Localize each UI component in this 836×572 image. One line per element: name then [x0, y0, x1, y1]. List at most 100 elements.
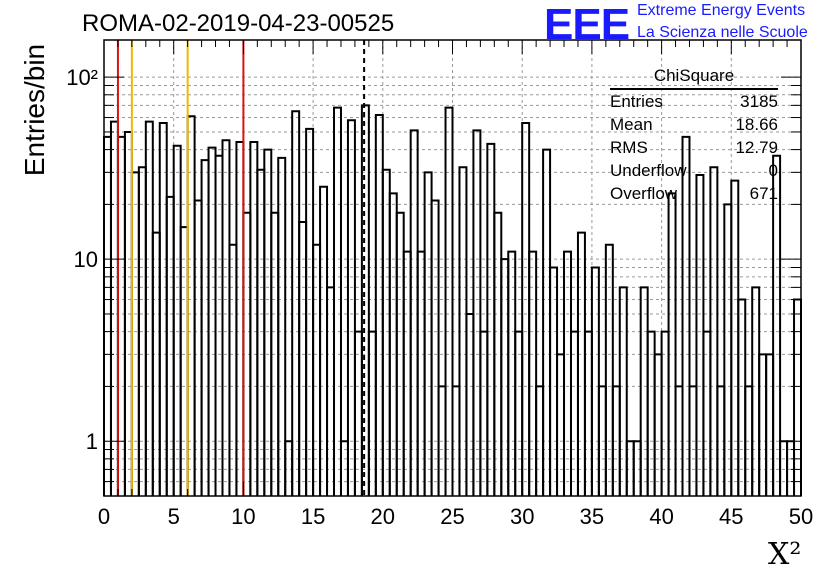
x-tick-label: 5 — [168, 504, 180, 529]
histogram-bin — [277, 156, 287, 496]
histogram-bin — [402, 250, 412, 496]
x-tick-label: 0 — [98, 504, 110, 529]
x-tick-label: 10 — [231, 504, 255, 529]
stats-label: Underflow — [610, 161, 687, 180]
histogram-bin — [172, 144, 182, 496]
stats-row: Overflow 671 — [610, 182, 778, 205]
histogram-bin — [263, 148, 273, 496]
x-tick-label: 50 — [789, 504, 813, 529]
histogram-bin — [583, 330, 593, 496]
histogram-bin — [388, 192, 398, 496]
x-tick-label: 15 — [301, 504, 325, 529]
stats-value: 0 — [768, 161, 778, 180]
histogram-bin — [528, 250, 538, 496]
histogram-bin — [291, 110, 301, 496]
histogram-bin — [479, 330, 489, 496]
histogram-bin — [563, 250, 572, 496]
histogram-bin — [144, 120, 154, 496]
histogram-bin — [207, 146, 217, 496]
histogram-bin — [472, 129, 482, 496]
histogram-bin — [521, 121, 531, 496]
stats-value: 3185 — [740, 92, 778, 111]
histogram-bin — [165, 195, 175, 496]
histogram-bin — [751, 286, 761, 496]
stats-label: RMS — [610, 138, 648, 157]
histogram-bin — [346, 119, 356, 496]
histogram-bin — [542, 148, 552, 496]
histogram-bin — [639, 286, 649, 496]
histogram-bin — [793, 298, 802, 496]
x-tick-label: 35 — [580, 504, 604, 529]
axis-tick-labels: 0 5 10 15 20 25 30 35 40 45 50 1 10 10² — [66, 65, 813, 529]
x-tick-label: 20 — [371, 504, 395, 529]
stats-box: ChiSquare Entries 3185 Mean 18.66 RMS 12.79… — [610, 66, 778, 205]
axis-ticks — [103, 40, 802, 496]
histogram-bin — [430, 199, 440, 496]
histogram-bin — [193, 199, 203, 496]
histogram-bin — [353, 330, 363, 496]
chart-title: ROMA-02-2019-04-23-00525 — [82, 10, 395, 37]
histogram-bin — [214, 154, 224, 496]
eee-logo: EEE — [544, 0, 630, 49]
histogram-bin — [186, 115, 196, 496]
histogram-bin — [590, 266, 600, 496]
histogram-bin — [681, 135, 691, 496]
histogram-bin — [423, 171, 433, 496]
histogram-bin — [653, 353, 663, 496]
histogram-bin — [116, 135, 126, 496]
stats-value: 671 — [749, 184, 778, 203]
histogram-bin — [256, 168, 266, 496]
histogram-bin — [158, 121, 168, 496]
histogram-bin — [737, 298, 747, 496]
histogram-bin — [249, 141, 259, 496]
histogram-bin — [367, 330, 377, 496]
histogram-bin — [730, 179, 740, 496]
stats-row: Entries 3185 — [610, 90, 778, 113]
histogram-bin — [103, 135, 112, 496]
stats-title: ChiSquare — [610, 66, 778, 90]
histogram-bin — [576, 231, 586, 496]
histogram-bin — [109, 120, 119, 496]
histogram-bin — [360, 104, 370, 496]
histogram-bin — [381, 168, 391, 496]
stats-row: RMS 12.79 — [610, 136, 778, 159]
histogram-bin — [200, 159, 210, 496]
histogram-bin — [444, 106, 454, 496]
histogram-bin — [765, 353, 775, 496]
histogram-bars — [103, 104, 802, 496]
histogram-bin — [604, 243, 614, 496]
histogram-bin — [709, 166, 719, 496]
histogram-bin — [130, 171, 140, 496]
histogram-bin — [514, 330, 524, 496]
x-tick-label: 30 — [510, 504, 534, 529]
histogram-bin — [507, 250, 517, 496]
logo-line2: La Scienza nelle Scuole — [637, 24, 808, 41]
histogram-bin — [758, 353, 768, 496]
stats-value: 18.66 — [735, 115, 778, 134]
logo-line1: Extreme Energy Events — [637, 2, 806, 19]
histogram-bin — [695, 174, 705, 496]
x-tick-label: 25 — [440, 504, 464, 529]
histogram-bin — [549, 266, 559, 496]
histogram-bin — [500, 258, 510, 496]
histogram-bin — [667, 192, 677, 496]
histogram-bin — [772, 154, 782, 496]
histogram-bin — [646, 330, 656, 496]
stats-label: Overflow — [610, 184, 678, 203]
histogram-bin — [465, 312, 475, 496]
marker-lines — [116, 40, 366, 496]
stats-row: Underflow 0 — [610, 159, 778, 182]
histogram-bin — [556, 353, 566, 496]
histogram-bin — [312, 243, 322, 496]
x-axis-label: X² — [768, 537, 802, 572]
histogram-bin — [298, 221, 308, 496]
y-tick-label: 10² — [66, 65, 98, 90]
histogram-bin — [702, 330, 712, 496]
x-tick-label: 40 — [649, 504, 673, 529]
histogram-bin — [221, 139, 231, 496]
histogram-bin — [333, 106, 342, 496]
y-axis-label: Entries/bin — [19, 43, 50, 177]
histogram-bin — [326, 286, 336, 496]
histogram-bin — [618, 286, 628, 496]
